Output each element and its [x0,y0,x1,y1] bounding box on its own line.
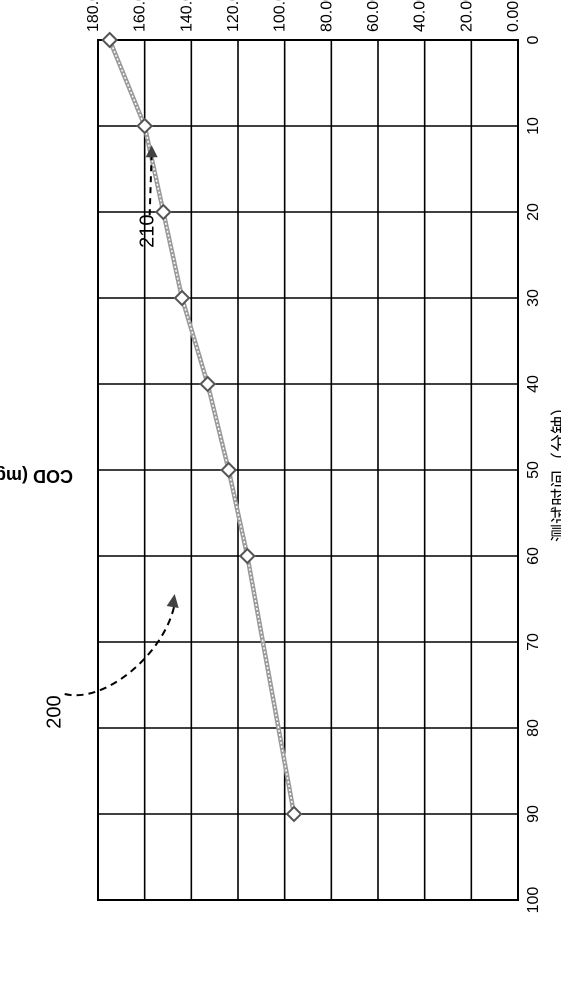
callout-210-text: 210 [137,215,159,248]
y-tick-label: 0.00 [505,1,522,32]
y-tick-label: 100.00 [272,0,289,32]
x-tick-label: 30 [525,289,542,307]
y-tick-label: 60.00 [365,0,382,32]
x-tick-label: 10 [525,117,542,135]
y-tick-label: 120.00 [225,0,242,32]
y-tick-label: 140.00 [178,0,195,32]
y-tick-label: 80.00 [318,0,335,32]
x-tick-label: 60 [525,547,542,565]
page: 0.00 20.00 40.00 60.00 80.00 100.00 120.00 140.… [0,0,561,1000]
y-tick-label: 180.00 [85,0,102,32]
x-axis-label: 测试时间（分钟） [550,398,561,542]
x-tick-label: 40 [525,375,542,393]
x-tick-label: 90 [525,805,542,823]
x-tick-label: 50 [525,461,542,479]
x-tick-label: 100 [525,887,542,914]
y-tick-label: 40.00 [412,0,429,32]
x-tick-label: 70 [525,633,542,651]
x-tick-label: 20 [525,203,542,221]
x-tick-label: 0 [525,35,542,44]
y-tick-label: 20.00 [458,0,475,32]
y-axis-label: COD (mg/l) [0,466,73,486]
x-tick-label: 80 [525,719,542,737]
callout-200-text: 200 [44,695,66,728]
cod-chart: 0.00 20.00 40.00 60.00 80.00 100.00 120.00 140.… [0,0,561,1000]
y-tick-label: 160.00 [132,0,149,32]
